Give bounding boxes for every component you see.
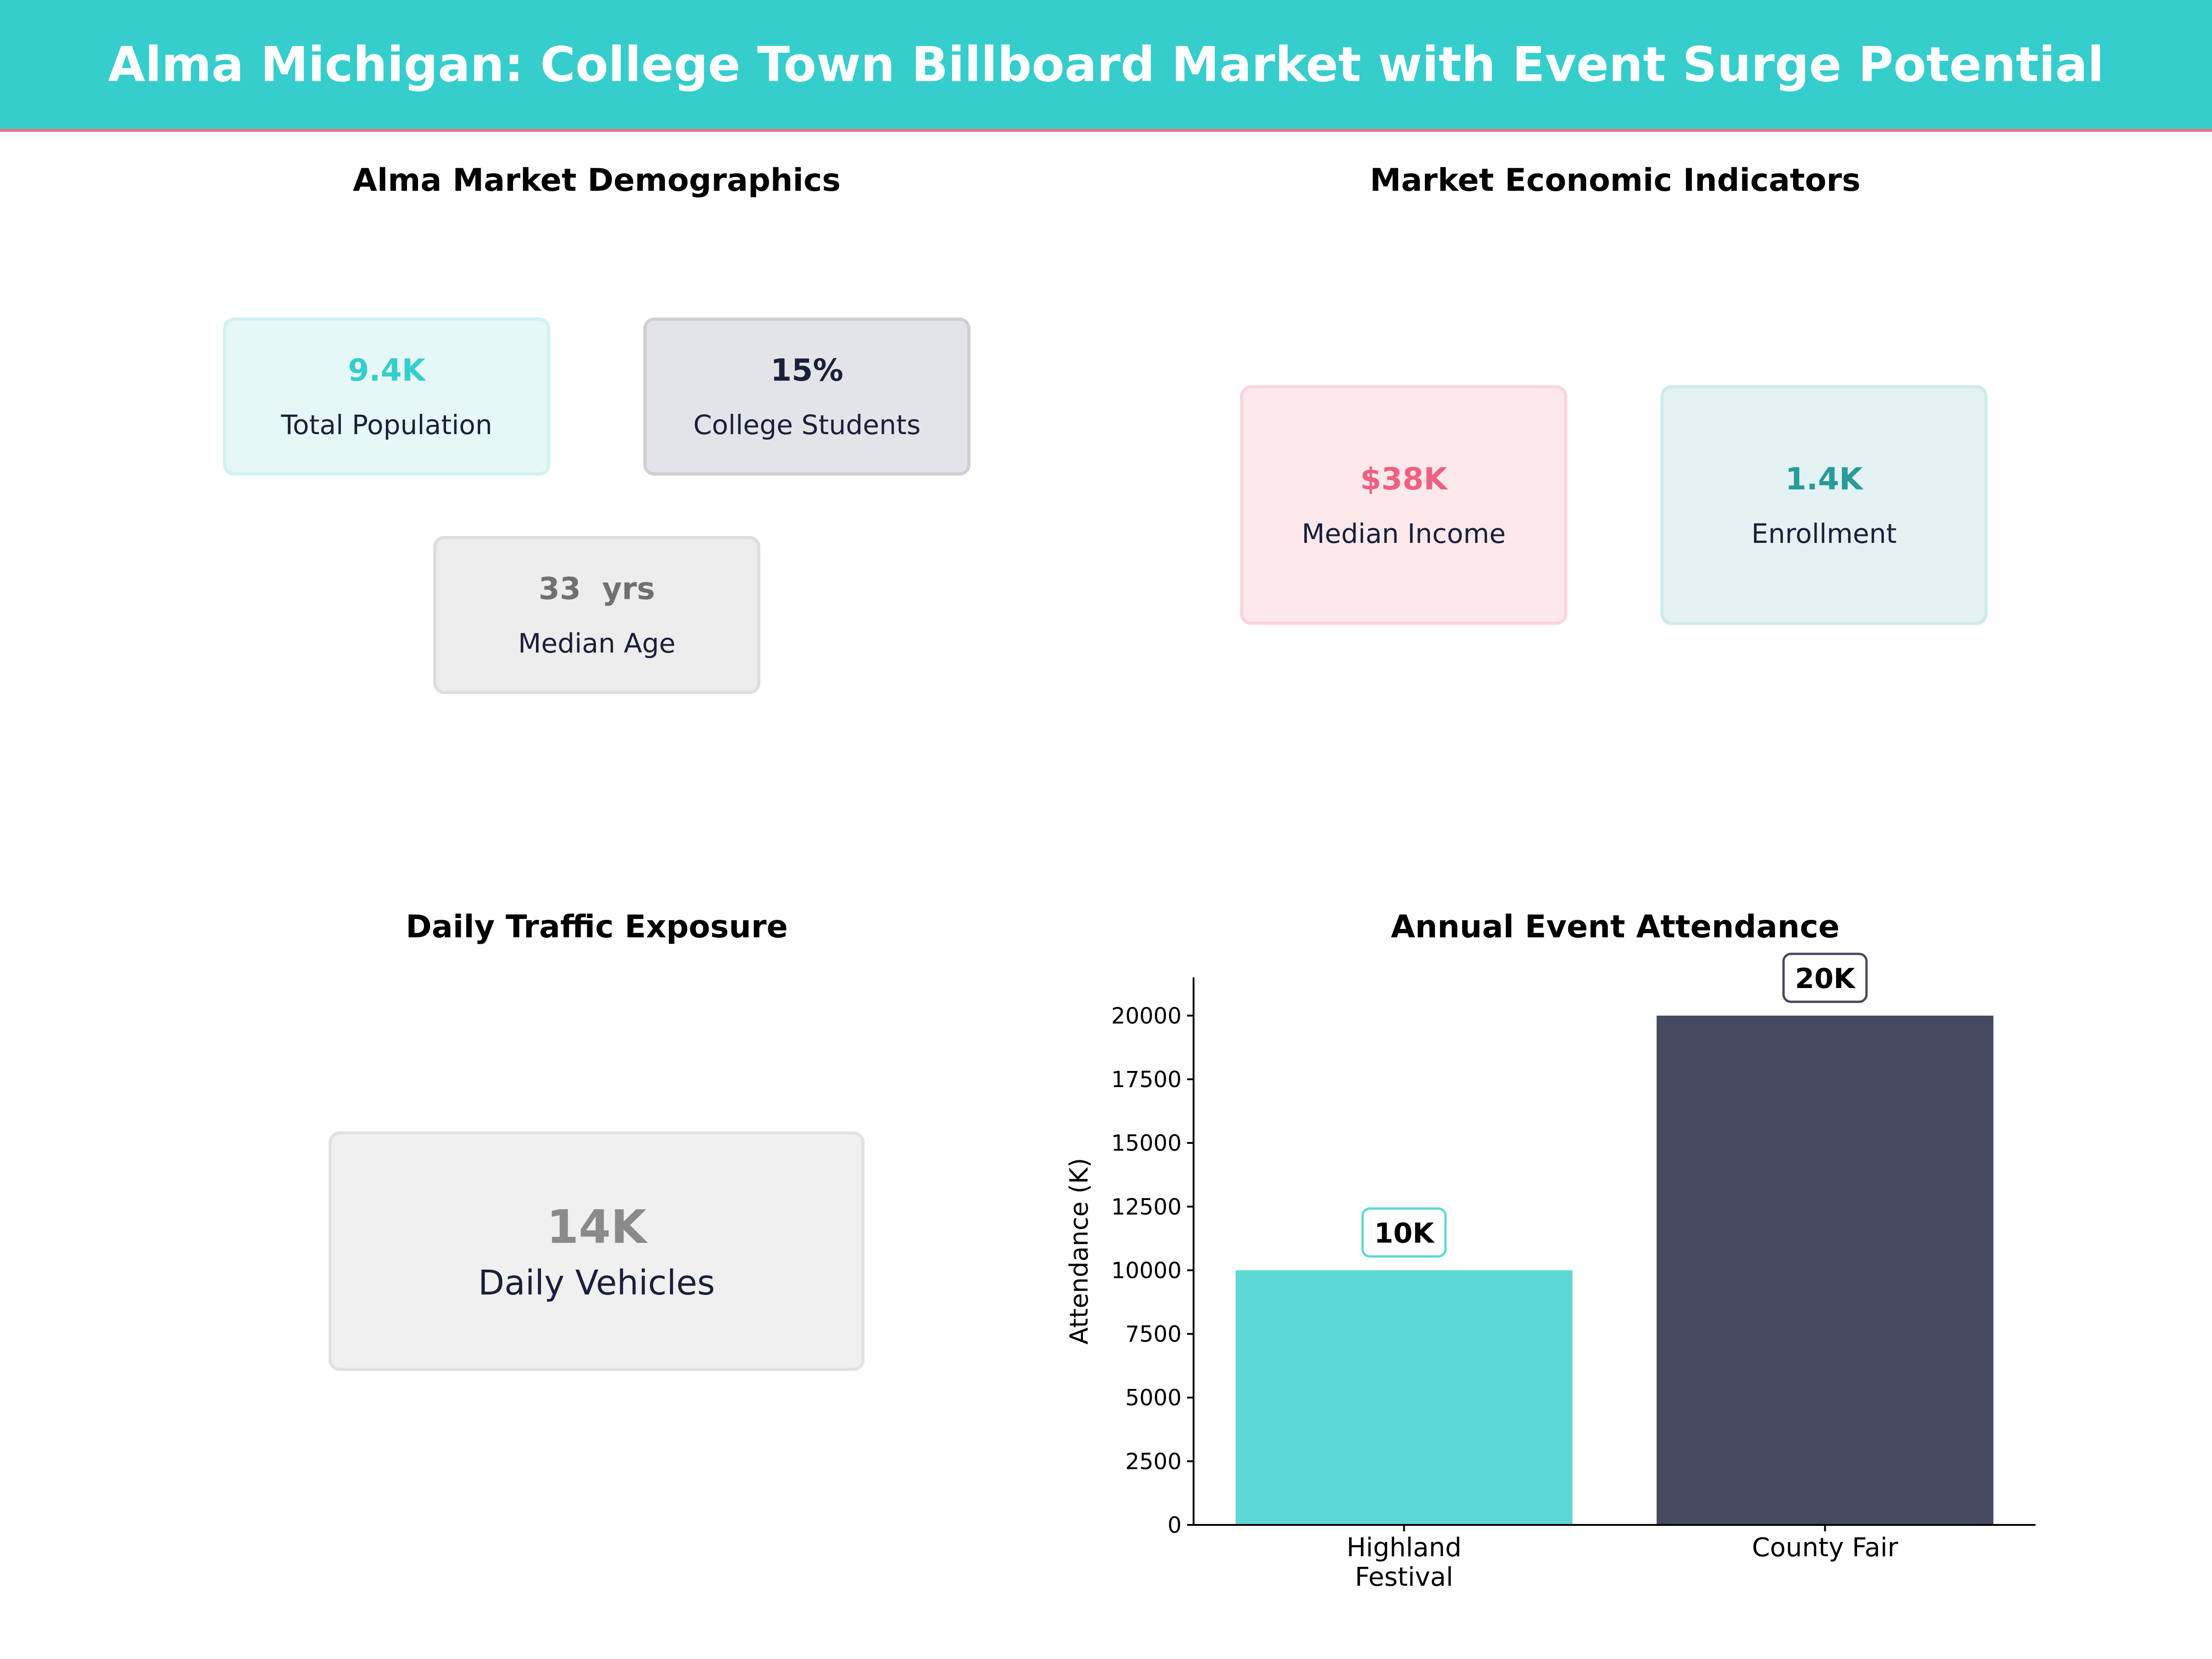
y-tick-label: 5000 <box>1125 1385 1182 1411</box>
x-tick-label: Highland <box>1347 1533 1462 1563</box>
card-value: 14K <box>547 1200 647 1254</box>
median-age-card: 33 yrs Median Age <box>433 536 760 694</box>
daily-vehicles-card: 14K Daily Vehicles <box>329 1131 865 1371</box>
page-title: Alma Michigan: College Town Billboard Ma… <box>108 36 2104 93</box>
college-students-card: 15% College Students <box>643 318 971 476</box>
enrollment-card: 1.4K Enrollment <box>1660 385 1988 625</box>
y-tick-label: 15000 <box>1111 1130 1182 1156</box>
chart-title: Annual Event Attendance <box>1391 909 1840 945</box>
card-label: Daily Vehicles <box>478 1263 715 1303</box>
x-tick-label: Festival <box>1355 1562 1453 1592</box>
demographics-title: Alma Market Demographics <box>353 162 841 199</box>
y-tick-label: 7500 <box>1125 1322 1182 1347</box>
y-tick-label: 12500 <box>1111 1194 1182 1220</box>
x-tick-label: County Fair <box>1752 1533 1899 1563</box>
data-label-box <box>1782 953 1868 1003</box>
card-value: 33 yrs <box>538 571 655 606</box>
card-label: Enrollment <box>1751 518 1897 549</box>
y-tick-label: 0 <box>1167 1512 1182 1538</box>
y-axis-label: Attendance (K) <box>1065 1158 1094 1345</box>
traffic-title: Daily Traffic Exposure <box>406 909 788 945</box>
median-income-card: $38K Median Income <box>1240 385 1567 625</box>
card-value: 1.4K <box>1785 461 1863 497</box>
bar <box>1656 1015 1994 1525</box>
header-banner: Alma Michigan: College Town Billboard Ma… <box>0 0 2212 132</box>
y-tick-label: 10000 <box>1111 1258 1182 1283</box>
data-label-box <box>1361 1207 1447 1258</box>
data-label: 20K <box>1795 963 1856 995</box>
bar <box>1235 1270 1573 1525</box>
card-value: $38K <box>1360 461 1447 497</box>
card-label: College Students <box>693 409 921 441</box>
card-label: Total Population <box>281 409 493 441</box>
card-value: 9.4K <box>347 353 426 388</box>
economic-title: Market Economic Indicators <box>1370 162 1861 199</box>
y-tick-label: 17500 <box>1111 1067 1182 1093</box>
data-label: 10K <box>1374 1217 1435 1249</box>
y-tick-label: 2500 <box>1125 1449 1182 1475</box>
y-tick-label: 20000 <box>1111 1003 1182 1029</box>
card-label: Median Age <box>518 628 676 659</box>
total-population-card: 9.4K Total Population <box>223 318 550 476</box>
card-value: 15% <box>771 353 843 388</box>
card-label: Median Income <box>1301 518 1506 549</box>
